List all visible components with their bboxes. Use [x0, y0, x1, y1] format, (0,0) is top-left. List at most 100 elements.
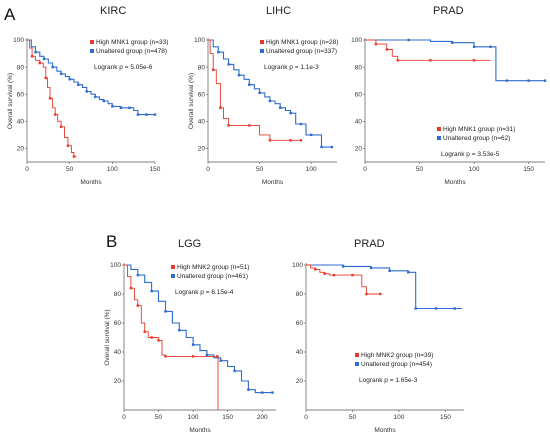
censor-mark-high: [472, 59, 476, 62]
censor-mark-high: [164, 355, 167, 358]
censor-mark-unaltered: [247, 388, 250, 391]
censor-mark-unaltered: [299, 122, 303, 126]
censor-mark-unaltered: [505, 79, 509, 82]
censor-mark-high: [216, 355, 219, 358]
censor-mark-unaltered: [527, 79, 530, 82]
censor-mark-unaltered: [271, 391, 274, 394]
censor-mark-high: [191, 355, 195, 358]
x-tick-label: 200: [257, 414, 268, 421]
censor-mark-high: [248, 124, 251, 127]
censor-mark-unaltered: [279, 106, 282, 109]
censor-mark-unaltered: [472, 45, 476, 48]
survival-plot-prad-2: PRAD 20 40 60 80 100 0 50 100 150 Months High MNK1 …: [351, 5, 547, 186]
censor-mark-unaltered: [145, 113, 148, 116]
censor-mark-high: [332, 273, 336, 277]
censor-mark-high: [157, 339, 160, 342]
panel-label-b: B: [106, 232, 117, 251]
y-tick-label: 60: [198, 91, 206, 98]
censor-mark-high: [48, 97, 52, 100]
censor-mark-unaltered: [191, 343, 195, 346]
y-tick-label: 60: [17, 91, 25, 98]
censor-mark-high: [44, 76, 47, 80]
x-tick-label: 50: [416, 166, 424, 173]
censor-mark-unaltered: [451, 41, 454, 44]
censor-mark-unaltered: [341, 265, 345, 268]
censor-mark-unaltered: [119, 106, 123, 109]
censor-mark-high: [374, 42, 378, 46]
censor-mark-unaltered: [150, 289, 153, 293]
x-axis-label: Months: [262, 179, 284, 186]
censor-mark-high: [299, 139, 303, 142]
survival-plot-lgg-3: LGG 20 40 60 80 100 0 50 100 150 200 Months Overall …: [104, 238, 276, 434]
x-tick-label: 0: [206, 166, 210, 173]
censor-mark-unaltered: [164, 310, 167, 313]
plots-group: KIRC 20 40 60 80 100 0 50 100 150 Months Overall su…: [7, 5, 547, 434]
y-tick-label: 80: [17, 64, 25, 71]
censor-mark-unaltered: [34, 51, 37, 54]
y-tick-label: 100: [292, 262, 303, 269]
panel-label-a: A: [4, 5, 16, 24]
x-tick-label: 100: [394, 414, 405, 421]
km-curve-high: [27, 39, 77, 158]
y-tick-label: 20: [198, 146, 206, 153]
x-axis-label: Months: [189, 427, 211, 434]
legend-entry-high: High MNK2 group (n=39): [361, 352, 433, 359]
km-curve-high: [208, 39, 301, 141]
y-tick-label: 60: [114, 320, 122, 327]
y-tick-label: 40: [296, 349, 304, 356]
x-tick-label: 150: [440, 414, 451, 421]
y-axis-label: Overall survival (%): [7, 73, 14, 129]
censor-mark-unaltered: [77, 83, 80, 86]
censor-mark-unaltered: [219, 359, 222, 362]
km-curve-high: [365, 39, 491, 61]
y-tick-label: 100: [351, 37, 362, 44]
legend-entry-high: High MNK1 group (n=28): [266, 39, 338, 46]
censor-mark-unaltered: [217, 51, 220, 54]
legend-swatch-unaltered: [90, 49, 94, 53]
y-tick-label: 40: [17, 119, 25, 126]
legend-swatch-high: [260, 40, 264, 44]
y-tick-label: 20: [355, 146, 363, 153]
censor-mark-unaltered: [59, 72, 63, 76]
km-curve-unaltered: [27, 39, 155, 116]
legend-entry-unaltered: Unaltered group (n=478): [96, 48, 167, 55]
y-tick-label: 20: [114, 378, 122, 385]
censor-mark-unaltered: [178, 329, 181, 332]
km-curve-high: [124, 264, 219, 410]
x-tick-label: 100: [107, 166, 118, 173]
legend-entry-high: High MNK1 group (n=33): [96, 39, 168, 46]
censor-mark-high: [351, 273, 354, 277]
censor-mark-unaltered: [434, 307, 438, 310]
censor-mark-unaltered: [128, 106, 131, 109]
censor-mark-high: [59, 125, 63, 128]
x-tick-label: 150: [150, 166, 161, 173]
legend-swatch-high: [355, 353, 359, 357]
censor-mark-high: [429, 59, 432, 62]
censor-mark-unaltered: [248, 83, 251, 86]
censor-mark-high: [143, 330, 146, 333]
censor-mark-unaltered: [310, 133, 313, 137]
censor-mark-unaltered: [388, 269, 391, 272]
censor-mark-unaltered: [102, 99, 105, 103]
km-curve-unaltered: [124, 264, 273, 394]
y-tick-label: 20: [296, 378, 304, 385]
y-tick-label: 40: [198, 119, 206, 126]
survival-plot-prad-4: PRAD 20 40 60 80 100 0 50 100 150 Months High MNK2 …: [292, 238, 464, 434]
censor-mark-unaltered: [320, 145, 323, 149]
x-tick-label: 0: [363, 166, 367, 173]
x-tick-label: 150: [222, 414, 233, 421]
y-tick-label: 40: [355, 119, 363, 126]
censor-mark-high: [385, 48, 389, 51]
censor-mark-high: [323, 272, 326, 275]
y-axis-label: Overall survival (%): [104, 309, 111, 365]
plot-title: LIHC: [266, 5, 291, 17]
censor-mark-high: [136, 304, 140, 307]
y-tick-label: 80: [198, 64, 206, 71]
x-tick-label: 150: [523, 166, 534, 173]
censor-mark-unaltered: [369, 266, 373, 270]
censor-mark-unaltered: [42, 57, 46, 61]
censor-mark-unaltered: [407, 38, 410, 42]
censor-mark-high: [211, 68, 215, 72]
x-tick-label: 0: [304, 414, 308, 421]
censor-mark-unaltered: [407, 271, 410, 274]
